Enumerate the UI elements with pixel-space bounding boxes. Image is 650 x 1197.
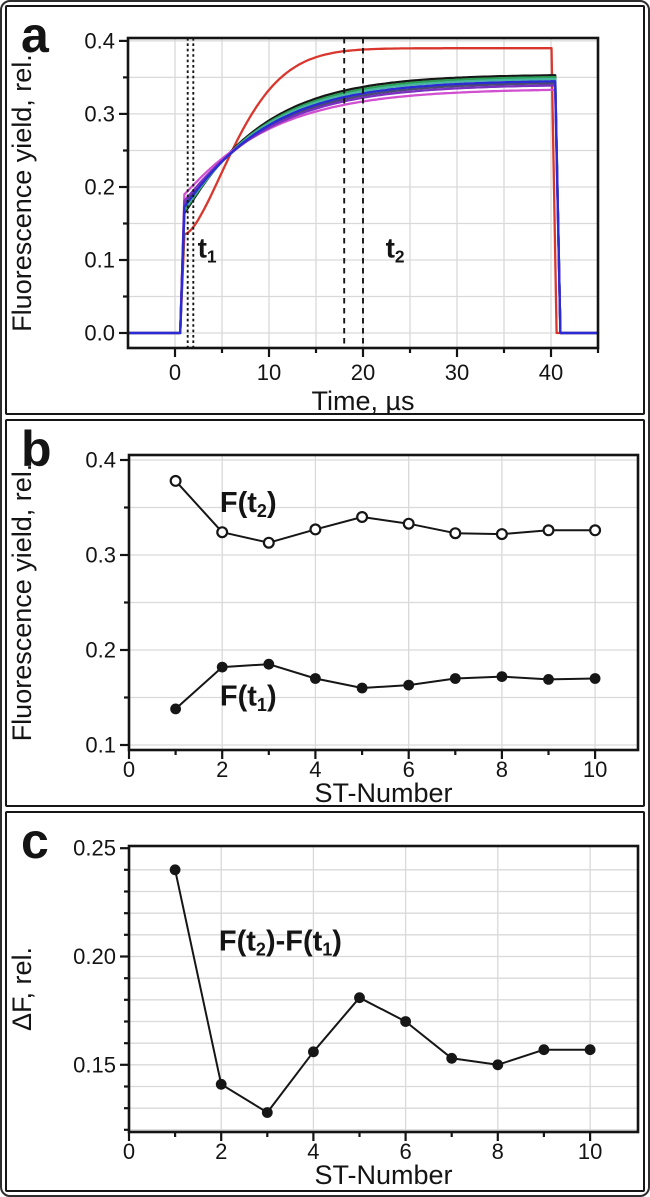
panel-a-plot: 0 10 20 30 40 0.0 0.1 0.2 0.3 0.4 Time, µs Fluoresc… bbox=[7, 28, 600, 413]
svg-text:0.3: 0.3 bbox=[85, 543, 116, 568]
svg-text:2: 2 bbox=[216, 757, 228, 782]
svg-text:4: 4 bbox=[309, 757, 321, 782]
svg-text:0.4: 0.4 bbox=[84, 28, 115, 53]
svg-text:ST-Number: ST-Number bbox=[314, 1160, 452, 1190]
svg-text:Fluorescence yield, rel.: Fluorescence yield, rel. bbox=[7, 464, 37, 742]
svg-text:10: 10 bbox=[578, 1139, 602, 1164]
panel-c-letter: c bbox=[21, 813, 49, 869]
svg-text:ΔF, rel.: ΔF, rel. bbox=[7, 947, 37, 1031]
svg-text:0.1: 0.1 bbox=[85, 733, 116, 758]
svg-text:0.1: 0.1 bbox=[84, 248, 115, 273]
svg-text:0.4: 0.4 bbox=[85, 448, 116, 473]
svg-text:F(t1): F(t1) bbox=[220, 681, 277, 715]
svg-text:8: 8 bbox=[496, 757, 508, 782]
svg-text:4: 4 bbox=[307, 1139, 319, 1164]
panel-c-plot: 0 2 4 6 8 10 0.15 0.20 0.25 ST-Number ΔF, rel. F(t2… bbox=[7, 836, 640, 1190]
svg-text:6: 6 bbox=[403, 757, 415, 782]
svg-text:8: 8 bbox=[492, 1139, 504, 1164]
svg-text:30: 30 bbox=[445, 360, 469, 385]
svg-text:0.25: 0.25 bbox=[73, 836, 116, 861]
panel-b: b 0 2 4 6 8 10 0.1 0.2 0.3 0.4 ST-Number Fluorescen… bbox=[5, 419, 645, 807]
svg-text:10: 10 bbox=[257, 360, 281, 385]
svg-text:0.20: 0.20 bbox=[73, 944, 116, 969]
svg-text:t1: t1 bbox=[198, 232, 217, 266]
svg-text:Time, µs: Time, µs bbox=[311, 386, 414, 413]
svg-text:2: 2 bbox=[215, 1139, 227, 1164]
svg-text:F(t2)-F(t1): F(t2)-F(t1) bbox=[219, 925, 342, 959]
svg-text:ST-Number: ST-Number bbox=[314, 778, 452, 805]
svg-text:0.3: 0.3 bbox=[84, 101, 115, 126]
panel-c: c 0 2 4 6 8 10 0.15 0.20 0.25 ST-Number ΔF, rel. F(… bbox=[5, 811, 645, 1192]
svg-text:0.15: 0.15 bbox=[73, 1052, 116, 1077]
panel-a-letter: a bbox=[21, 7, 49, 63]
svg-text:0: 0 bbox=[123, 1139, 135, 1164]
svg-text:40: 40 bbox=[539, 360, 563, 385]
panel-b-letter: b bbox=[21, 421, 52, 477]
svg-text:Fluorescence yield, rel.: Fluorescence yield, rel. bbox=[7, 54, 37, 332]
svg-text:10: 10 bbox=[583, 757, 607, 782]
panel-a: a 0 10 20 30 40 0.0 0.1 0.2 0.3 0.4 Time, µs Fluore… bbox=[5, 5, 645, 415]
svg-text:20: 20 bbox=[351, 360, 375, 385]
svg-text:6: 6 bbox=[399, 1139, 411, 1164]
svg-text:0.0: 0.0 bbox=[84, 321, 115, 346]
svg-text:0.2: 0.2 bbox=[85, 638, 116, 663]
svg-text:0.2: 0.2 bbox=[84, 175, 115, 200]
svg-text:0: 0 bbox=[123, 757, 135, 782]
svg-text:0: 0 bbox=[169, 360, 181, 385]
panel-b-plot: 0 2 4 6 8 10 0.1 0.2 0.3 0.4 ST-Number Fluorescence… bbox=[7, 448, 640, 805]
svg-text:t2: t2 bbox=[386, 232, 405, 266]
svg-text:F(t2): F(t2) bbox=[220, 487, 277, 521]
